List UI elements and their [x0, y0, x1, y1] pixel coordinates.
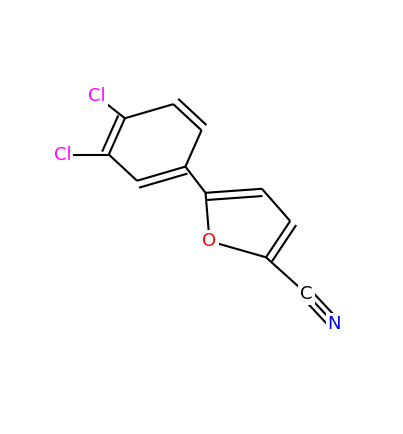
- Text: Cl: Cl: [88, 87, 106, 105]
- Text: N: N: [328, 315, 341, 333]
- Text: C: C: [300, 285, 313, 302]
- Text: O: O: [202, 232, 217, 250]
- Text: Cl: Cl: [54, 145, 71, 164]
